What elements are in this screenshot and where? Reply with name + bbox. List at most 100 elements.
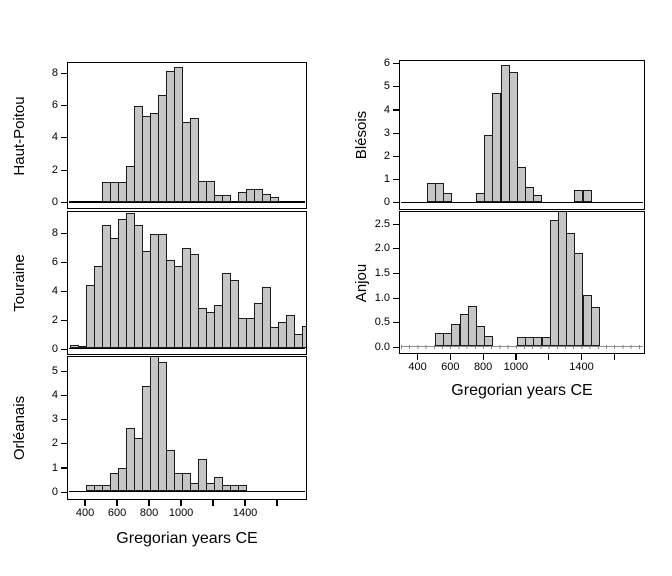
x-tick-label: 1400 xyxy=(232,507,258,519)
y-tick-label: 2.5 xyxy=(374,217,390,230)
ylabel-orleanais: Orléanais xyxy=(11,395,28,461)
y-tick-label: 0.0 xyxy=(374,340,390,353)
x-tick-mark xyxy=(148,500,150,506)
y-tick-label: 0 xyxy=(51,342,58,355)
y-tick-label: 0 xyxy=(51,485,58,498)
panel-anjou xyxy=(399,211,645,354)
panel-blesois xyxy=(399,60,645,210)
y-tick-mark xyxy=(61,319,67,321)
histogram-bar xyxy=(516,167,527,202)
plot-area-anjou xyxy=(400,212,644,353)
y-tick-label: 4 xyxy=(383,103,390,116)
x-tick-mark xyxy=(276,500,278,506)
y-tick-mark xyxy=(393,297,399,299)
y-tick-mark xyxy=(393,155,399,157)
x-tick-mark xyxy=(482,354,484,360)
ylabel-haut-poitou: Haut-Poitou xyxy=(11,95,28,176)
x-tick-mark xyxy=(548,354,550,360)
y-tick-label: 2 xyxy=(383,149,390,162)
y-tick-label: 2.0 xyxy=(374,242,390,255)
zero-line xyxy=(69,490,305,493)
y-tick-label: 5 xyxy=(383,80,390,93)
y-tick-label: 0.5 xyxy=(374,316,390,329)
y-tick-label: 0 xyxy=(51,196,58,209)
y-tick-mark xyxy=(393,248,399,250)
x-tick-mark xyxy=(116,500,118,506)
y-tick-label: 4 xyxy=(51,131,58,144)
y-tick-mark xyxy=(393,132,399,134)
y-tick-mark xyxy=(393,346,399,348)
histogram-bar xyxy=(262,287,272,349)
y-tick-label: 3 xyxy=(51,413,58,426)
histogram-bar xyxy=(443,192,453,202)
y-tick-label: 0 xyxy=(383,196,390,209)
x-tick-label: 400 xyxy=(75,507,95,519)
x-tick-mark xyxy=(449,354,451,360)
x-tick-mark xyxy=(180,500,182,506)
histogram-bar xyxy=(230,280,240,349)
x-tick-label: 1000 xyxy=(168,507,194,519)
x-tick-mark xyxy=(212,500,214,506)
y-tick-mark xyxy=(61,232,67,234)
histogram-bar xyxy=(198,458,208,492)
ylabel-blesois: Blésois xyxy=(353,110,370,160)
y-tick-mark xyxy=(61,348,67,350)
panel-touraine xyxy=(67,210,307,355)
y-tick-mark xyxy=(61,261,67,263)
x-axis-title-left: Gregorian years CE xyxy=(116,530,258,547)
zero-bin-ticks xyxy=(401,344,643,349)
y-tick-mark xyxy=(61,443,67,445)
ylabel-touraine: Touraine xyxy=(11,253,28,312)
y-tick-mark xyxy=(393,179,399,181)
histogram-bar xyxy=(302,325,306,349)
y-tick-mark xyxy=(393,322,399,324)
x-tick-label: 400 xyxy=(408,361,427,373)
histogram-bar xyxy=(158,361,168,492)
panel-haut-poitou xyxy=(67,62,307,209)
y-tick-mark xyxy=(393,272,399,275)
plot-area-haut-poitou xyxy=(68,63,306,208)
histogram-bar xyxy=(525,186,535,202)
y-tick-label: 2 xyxy=(51,163,58,176)
histogram-bar xyxy=(182,473,192,492)
y-tick-label: 6 xyxy=(51,255,58,268)
y-tick-mark xyxy=(61,394,67,396)
histogram-bar xyxy=(238,485,248,492)
y-tick-mark xyxy=(61,104,67,107)
histogram-bar xyxy=(190,254,200,349)
x-tick-mark xyxy=(580,354,583,360)
y-tick-label: 6 xyxy=(51,99,58,111)
y-tick-mark xyxy=(61,370,67,372)
y-tick-label: 2 xyxy=(51,437,58,450)
y-tick-mark xyxy=(61,491,67,493)
y-tick-mark xyxy=(61,137,67,139)
y-tick-mark xyxy=(393,86,399,88)
histogram-bar xyxy=(222,195,232,202)
y-tick-mark xyxy=(61,467,67,469)
histogram-bar xyxy=(533,194,543,202)
y-tick-mark xyxy=(61,169,67,171)
x-tick-label: 1000 xyxy=(503,361,529,373)
y-tick-label: 6 xyxy=(383,57,390,70)
y-tick-label: 1.5 xyxy=(374,267,390,279)
y-tick-mark xyxy=(61,72,67,74)
x-axis-title-right: Gregorian years CE xyxy=(451,382,593,399)
y-tick-mark xyxy=(61,290,67,292)
x-tick-label: 800 xyxy=(139,507,159,519)
x-tick-label: 600 xyxy=(441,361,460,373)
y-tick-label: 8 xyxy=(51,66,58,79)
y-tick-mark xyxy=(393,202,399,204)
histogram-bar xyxy=(214,476,224,492)
plot-area-orleanais xyxy=(68,357,306,499)
y-tick-label: 8 xyxy=(51,226,58,239)
y-tick-mark xyxy=(61,202,67,204)
histogram-bar xyxy=(484,336,494,347)
x-tick-label: 800 xyxy=(473,361,493,373)
histogram-bar xyxy=(286,315,296,349)
zero-line xyxy=(69,348,305,350)
y-tick-label: 1.0 xyxy=(374,291,390,304)
panel-orleanais xyxy=(67,356,307,500)
x-tick-mark xyxy=(84,500,86,506)
y-tick-mark xyxy=(393,63,399,65)
